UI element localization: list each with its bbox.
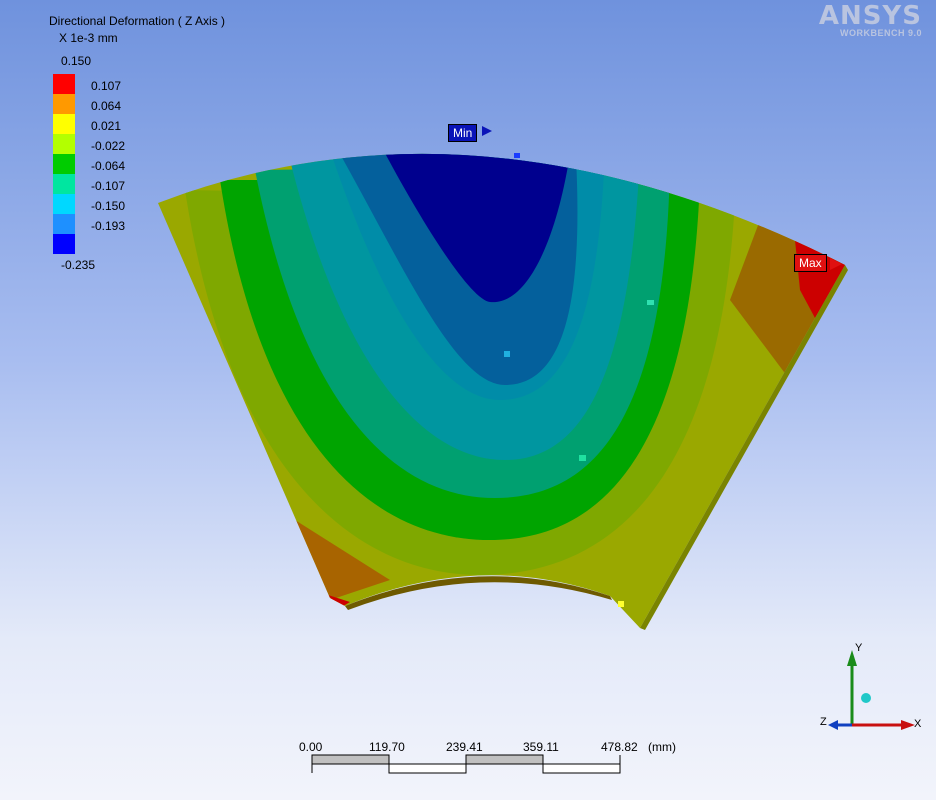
scale-tick-label: 119.70 — [369, 740, 405, 754]
legend-swatch — [53, 194, 75, 214]
legend-units: X 1e-3 mm — [59, 31, 118, 45]
min-marker[interactable]: Min — [448, 124, 478, 142]
scale-tick-label: 359.11 — [523, 740, 559, 754]
model-edge — [345, 576, 612, 610]
scale-bar-graphic — [311, 754, 621, 774]
triad-z-label: Z — [820, 716, 827, 728]
ansys-logo: ANSYS WORKBENCH 9.0 — [818, 1, 922, 38]
legend-level-label: 0.064 — [91, 99, 122, 113]
legend-swatch — [53, 214, 75, 234]
probe-point — [579, 455, 586, 461]
max-marker[interactable]: Max — [794, 254, 827, 272]
contour-band — [295, 520, 390, 600]
scale-unit: (mm) — [648, 740, 676, 754]
scale-tick-label: 239.41 — [446, 740, 483, 754]
triad-isometric-ball[interactable] — [861, 693, 871, 703]
scale-tick-label: 0.00 — [299, 740, 323, 754]
probe-point — [504, 351, 510, 357]
probe-point — [647, 300, 654, 305]
contour-band — [378, 153, 572, 303]
legend-swatch — [53, 74, 75, 94]
legend-swatch — [53, 154, 75, 174]
legend-level-label: 0.107 — [91, 79, 122, 93]
max-pointer — [830, 258, 842, 270]
legend-level-label: -0.064 — [91, 159, 126, 173]
scale-tick-label: 478.82 — [601, 740, 638, 754]
legend-level-label: -0.022 — [91, 139, 126, 153]
legend-min-value: -0.235 — [61, 258, 96, 272]
legend-title: Directional Deformation ( Z Axis ) — [49, 14, 226, 28]
triad-x-label: X — [914, 718, 922, 730]
min-pointer — [482, 126, 492, 136]
legend-swatch — [53, 134, 75, 154]
legend-level-label: -0.193 — [91, 219, 126, 233]
legend-level-labels: 0.107 0.064 0.021 -0.022 -0.064 -0.107 -0.150 -… — [91, 79, 126, 240]
legend-color-bar — [53, 74, 75, 254]
triad-y-label: Y — [855, 642, 863, 654]
legend-swatch — [53, 94, 75, 114]
contour-band — [328, 595, 350, 608]
legend-level-label: -0.150 — [91, 199, 126, 213]
probe-point — [514, 153, 520, 158]
probe-point — [618, 601, 624, 607]
legend-level-label: -0.107 — [91, 179, 126, 193]
logo-brand: ANSYS — [818, 1, 922, 31]
legend-swatch — [53, 114, 75, 134]
legend-swatch — [53, 174, 75, 194]
legend-swatch — [53, 234, 75, 254]
logo-product: WORKBENCH 9.0 — [839, 28, 922, 38]
legend-level-label: 0.021 — [91, 119, 122, 133]
axis-triad[interactable] — [815, 640, 925, 740]
legend-max-value: 0.150 — [61, 54, 92, 68]
model-edge — [640, 265, 848, 630]
